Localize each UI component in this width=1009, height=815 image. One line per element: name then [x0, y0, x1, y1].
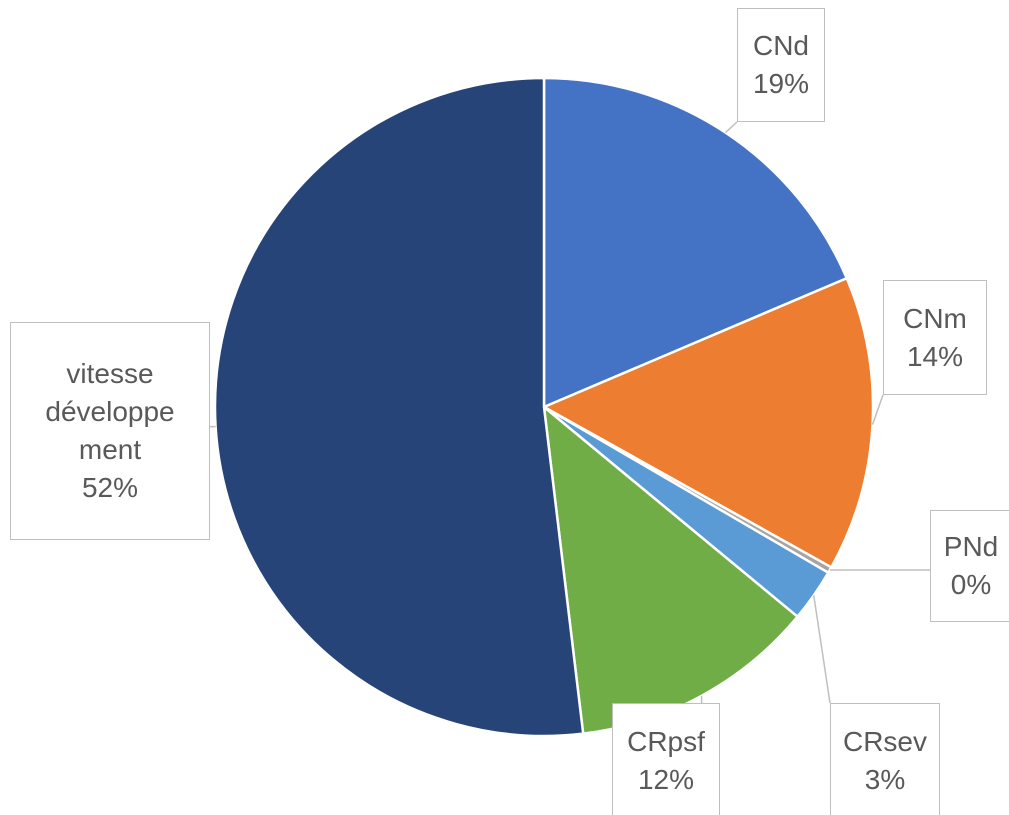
leader-line — [724, 121, 738, 134]
value-label: 14% — [906, 340, 964, 372]
category-label: CRsev — [842, 725, 927, 757]
value-label: 12% — [637, 763, 695, 795]
leader-line — [871, 394, 884, 425]
category-label: CNm — [903, 302, 967, 334]
data-label: CRsev 3% — [830, 703, 940, 815]
category-label: PNd — [943, 531, 999, 562]
pie-slice — [542, 76, 849, 409]
value-label: 0% — [950, 569, 992, 600]
category-label: vitesse développement — [45, 358, 175, 465]
data-label: PNd 0% — [930, 510, 1009, 622]
data-label: CRpsf 12% — [612, 703, 720, 815]
data-label: vitesse développement 52% — [10, 322, 210, 540]
value-label: 3% — [864, 763, 906, 795]
data-label: CNd 19% — [737, 8, 825, 122]
value-label: 19% — [752, 68, 810, 99]
value-label: 52% — [81, 472, 139, 503]
data-label: CNm 14% — [883, 280, 987, 395]
category-label: CRpsf — [627, 725, 705, 757]
pie-slice — [213, 76, 585, 738]
leader-line — [813, 595, 831, 704]
category-label: CNd — [752, 30, 809, 61]
pie-slice — [542, 404, 800, 736]
